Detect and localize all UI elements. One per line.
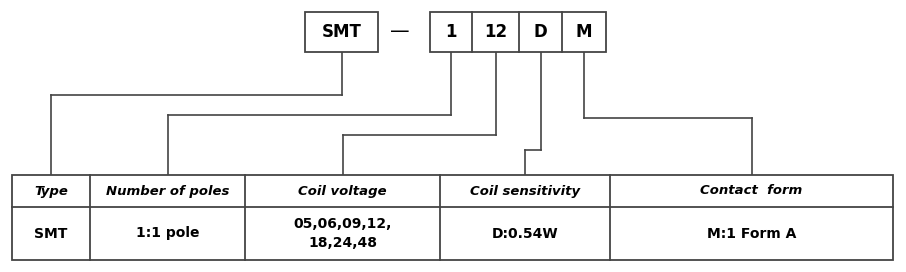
Text: 1:1 pole: 1:1 pole xyxy=(136,227,199,240)
Text: 1: 1 xyxy=(445,23,457,41)
Text: Number of poles: Number of poles xyxy=(106,184,229,197)
Text: D: D xyxy=(534,23,547,41)
Text: Coil voltage: Coil voltage xyxy=(298,184,387,197)
Text: Type: Type xyxy=(34,184,68,197)
Text: Coil sensitivity: Coil sensitivity xyxy=(470,184,580,197)
Text: —: — xyxy=(390,23,410,42)
Text: M: M xyxy=(575,23,593,41)
Text: D:0.54W: D:0.54W xyxy=(492,227,558,240)
Text: Contact  form: Contact form xyxy=(700,184,803,197)
Bar xyxy=(305,12,378,52)
Bar xyxy=(12,175,893,260)
Text: 05,06,09,12,
18,24,48: 05,06,09,12, 18,24,48 xyxy=(294,217,391,250)
Bar xyxy=(430,12,606,52)
Text: SMT: SMT xyxy=(322,23,361,41)
Text: 12: 12 xyxy=(484,23,507,41)
Text: M:1 Form A: M:1 Form A xyxy=(707,227,796,240)
Text: SMT: SMT xyxy=(34,227,68,240)
